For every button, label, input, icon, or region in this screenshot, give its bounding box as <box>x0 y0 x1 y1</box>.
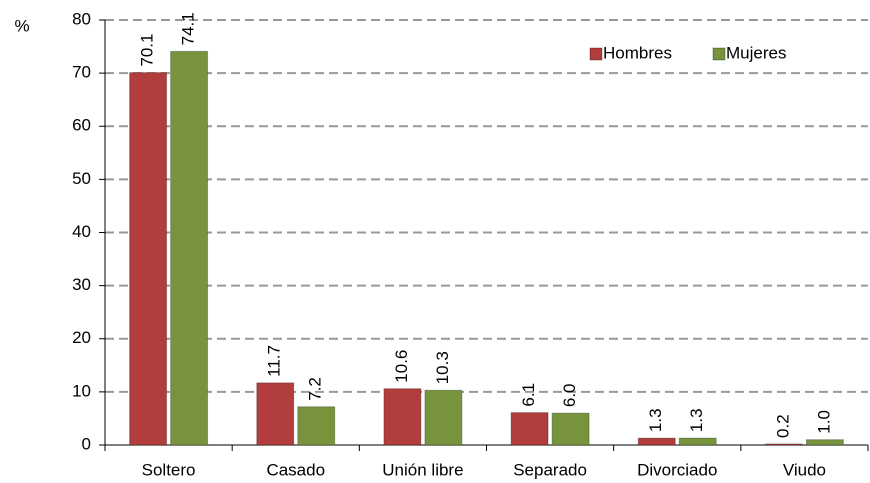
y-tick-label: 70 <box>72 63 91 82</box>
bar <box>297 406 336 446</box>
bar <box>678 437 717 446</box>
data-label: 10.6 <box>392 350 411 383</box>
data-label: 0.2 <box>773 414 792 438</box>
legend-swatch <box>712 47 726 61</box>
bar <box>256 382 295 446</box>
y-tick-label: 40 <box>72 222 91 241</box>
x-tick-label: Separado <box>513 460 587 479</box>
data-label: 1.3 <box>646 408 665 432</box>
bar <box>510 412 549 446</box>
bar <box>551 412 590 446</box>
x-tick-label: Casado <box>266 460 325 479</box>
x-tick-label: Divorciado <box>637 460 717 479</box>
legend-swatch <box>589 47 603 61</box>
bar <box>170 50 209 446</box>
legend-label: Mujeres <box>726 43 786 62</box>
y-axis-label: % <box>14 16 29 35</box>
bar <box>424 389 463 446</box>
y-tick-label: 50 <box>72 169 91 188</box>
bar <box>383 388 422 446</box>
bar <box>637 437 676 446</box>
bar <box>805 439 844 446</box>
data-label: 74.1 <box>179 12 198 45</box>
data-label: 1.0 <box>814 410 833 434</box>
bar <box>129 72 168 446</box>
data-label: 6.1 <box>519 383 538 407</box>
y-tick-label: 0 <box>82 434 91 453</box>
bar <box>764 443 803 446</box>
data-label: 70.1 <box>138 34 157 67</box>
x-tick-label: Unión libre <box>382 460 463 479</box>
data-label: 1.3 <box>687 408 706 432</box>
data-label: 10.3 <box>433 351 452 384</box>
data-label: 11.7 <box>265 345 284 377</box>
data-label: 7.2 <box>306 377 325 401</box>
y-tick-label: 60 <box>72 116 91 135</box>
y-tick-label: 20 <box>72 328 91 347</box>
x-tick-label: Soltero <box>142 460 196 479</box>
data-label: 6.0 <box>560 383 579 407</box>
x-tick-label: Viudo <box>783 460 826 479</box>
y-tick-label: 30 <box>72 275 91 294</box>
y-tick-label: 80 <box>72 9 91 28</box>
legend-label: Hombres <box>603 43 672 62</box>
y-tick-label: 10 <box>72 381 91 400</box>
